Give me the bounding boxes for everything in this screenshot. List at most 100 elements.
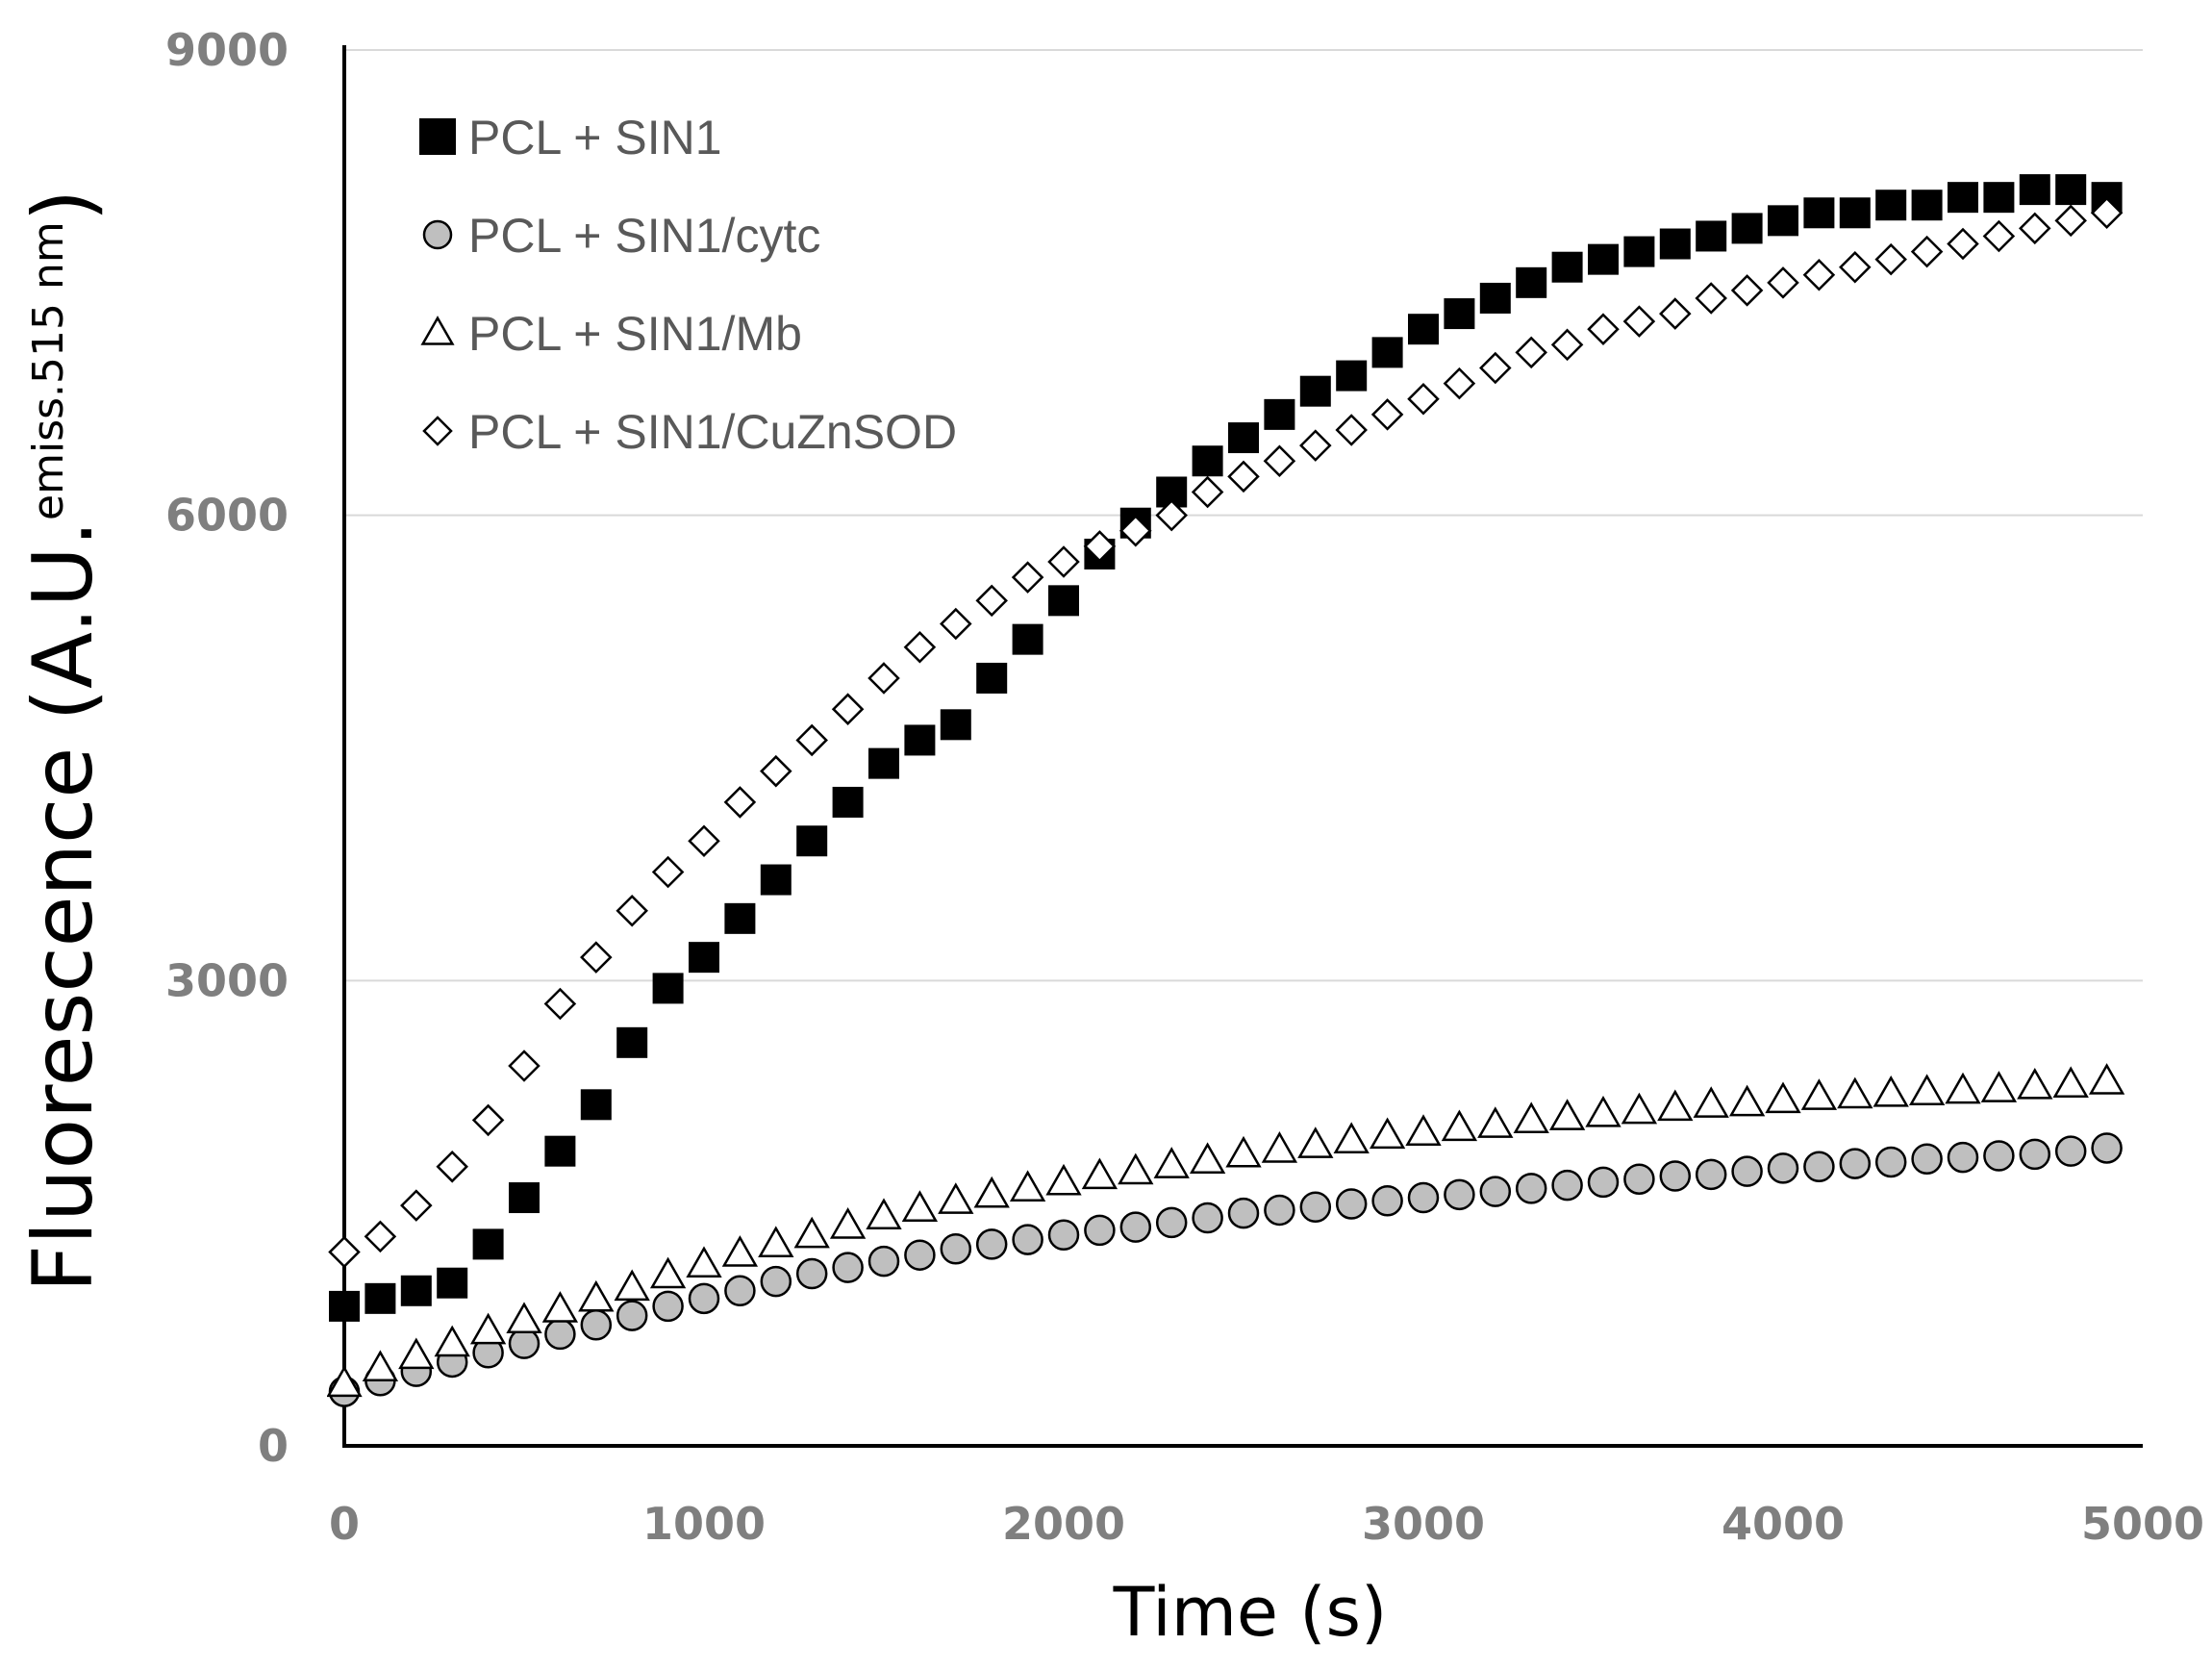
data-point [1621, 1092, 1658, 1125]
data-point [832, 786, 864, 818]
data-point [940, 1232, 972, 1265]
data-point [362, 1350, 399, 1382]
data-point [1803, 1151, 1835, 1183]
data-point [614, 1269, 650, 1302]
data-point [2088, 1063, 2125, 1095]
data-point [2054, 1135, 2087, 1167]
data-point [649, 1256, 687, 1289]
data-point [2019, 1138, 2051, 1171]
data-point [2052, 1066, 2089, 1098]
data-point [2017, 1067, 2053, 1100]
data-point [1441, 1109, 1478, 1142]
data-point [1405, 1114, 1442, 1146]
data-point [616, 1026, 648, 1058]
data-point [1444, 298, 1475, 330]
data-point [1407, 1181, 1440, 1214]
data-point [1768, 205, 1798, 237]
data-point [2019, 212, 2051, 245]
y-axis-label-close: ) [15, 190, 112, 222]
data-point [1048, 585, 1079, 617]
data-point [724, 902, 756, 934]
data-point [903, 630, 937, 664]
data-point [723, 786, 757, 819]
data-point [976, 662, 1008, 694]
data-point [1622, 305, 1656, 338]
data-point [434, 1325, 470, 1357]
data-point [758, 1226, 794, 1258]
data-point [721, 1235, 759, 1267]
data-point [938, 1182, 974, 1214]
data-point [1119, 515, 1152, 547]
data-point [1479, 1176, 1512, 1207]
data-point [2055, 174, 2087, 206]
data-point [1225, 1135, 1262, 1168]
x-axis-label: Time (s) [1113, 1573, 1388, 1652]
data-point [398, 1337, 435, 1370]
data-point [616, 895, 648, 927]
data-point [1767, 266, 1799, 299]
data-point [327, 1365, 363, 1398]
y-tick-label: 3000 [165, 954, 289, 1006]
y-tick-label: 9000 [165, 24, 289, 76]
data-point [1765, 1081, 1801, 1114]
data-point [1407, 382, 1440, 416]
y-axis-label: Fluorescence (A.U.emiss.515 nm) [15, 190, 112, 1293]
data-point [471, 1103, 505, 1137]
data-point [1189, 1142, 1226, 1174]
data-point [1548, 1099, 1586, 1130]
data-point [867, 1245, 900, 1278]
data-point [1263, 444, 1296, 478]
data-point [1299, 429, 1332, 462]
data-point [973, 1176, 1010, 1208]
data-point [1910, 235, 1944, 268]
data-point [760, 1265, 792, 1298]
data-point [1081, 1157, 1119, 1190]
data-point [1119, 1211, 1152, 1243]
data-point [1730, 274, 1764, 307]
data-point [1695, 1158, 1727, 1191]
legend-label: PCL + SIN1/Mb [468, 307, 802, 361]
data-point [1047, 1219, 1080, 1251]
data-point [1011, 561, 1044, 594]
data-point [543, 987, 577, 1021]
data-point [1369, 1117, 1406, 1150]
data-point [1370, 398, 1404, 431]
data-point [1908, 1074, 1946, 1106]
data-point [2019, 174, 2050, 206]
data-point [1047, 545, 1080, 578]
data-point [829, 1207, 867, 1239]
data-point [364, 1282, 396, 1314]
data-point [1191, 475, 1224, 509]
data-point [1947, 227, 1979, 261]
data-point [469, 1312, 507, 1345]
data-point [1443, 367, 1476, 400]
data-point [1551, 251, 1583, 283]
data-point [975, 584, 1008, 618]
data-point [437, 1267, 468, 1299]
data-point [901, 1190, 939, 1222]
data-point [1585, 1095, 1621, 1127]
data-point [400, 1275, 432, 1306]
data-point [1587, 1166, 1620, 1199]
data-point [1659, 1160, 1692, 1192]
data-point [364, 1220, 397, 1253]
data-point [1588, 243, 1619, 275]
y-tick-label: 0 [258, 1420, 289, 1472]
data-point [506, 1302, 542, 1334]
data-point [1192, 1202, 1223, 1234]
data-point [1980, 1071, 2018, 1102]
data-point [1875, 190, 1907, 221]
data-point [328, 1235, 361, 1269]
data-point [1515, 336, 1547, 369]
data-point [795, 1257, 828, 1290]
data-point [509, 1182, 540, 1214]
legend-entry: PCL + SIN1/CuZnSOD [422, 405, 957, 459]
data-point [1873, 1075, 1909, 1107]
data-point [1012, 623, 1043, 655]
data-point [1983, 1140, 2015, 1172]
data-point [1659, 297, 1692, 330]
legend-marker [422, 416, 453, 446]
x-tick-label: 3000 [1362, 1498, 1485, 1550]
data-point [796, 825, 828, 857]
